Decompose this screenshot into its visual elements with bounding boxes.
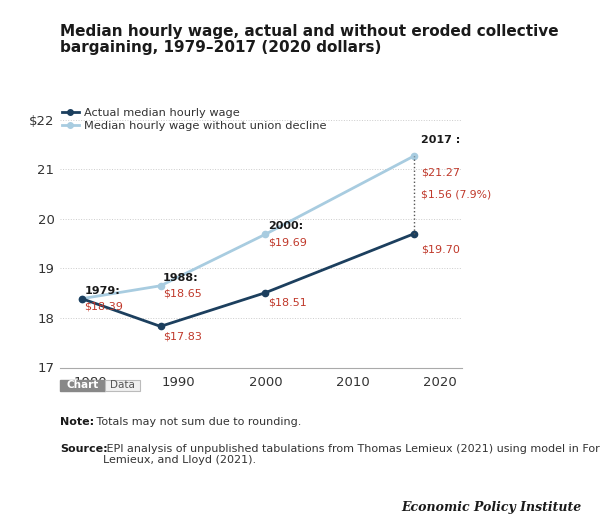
- Text: Data: Data: [110, 380, 135, 391]
- Text: $17.83: $17.83: [163, 331, 202, 341]
- Legend: Actual median hourly wage, Median hourly wage without union decline: Actual median hourly wage, Median hourly…: [62, 108, 327, 131]
- Text: $19.70: $19.70: [421, 245, 460, 255]
- Text: Chart: Chart: [67, 380, 98, 391]
- Text: $18.39: $18.39: [85, 302, 124, 312]
- Text: $18.65: $18.65: [163, 289, 202, 299]
- Text: $21.27: $21.27: [421, 167, 460, 177]
- Text: 2000:: 2000:: [268, 222, 303, 232]
- Text: $18.51: $18.51: [268, 298, 307, 308]
- Text: EPI analysis of unpublished tabulations from Thomas Lemieux (2021) using model i: EPI analysis of unpublished tabulations …: [103, 444, 600, 465]
- Text: Note:: Note:: [60, 417, 94, 427]
- Text: Economic Policy Institute: Economic Policy Institute: [402, 501, 582, 514]
- Text: Source:: Source:: [60, 444, 107, 454]
- Text: $1.56 (7.9%): $1.56 (7.9%): [421, 190, 491, 200]
- Text: bargaining, 1979–2017 (2020 dollars): bargaining, 1979–2017 (2020 dollars): [60, 40, 382, 55]
- Text: $19.69: $19.69: [268, 237, 307, 247]
- Text: Totals may not sum due to rounding.: Totals may not sum due to rounding.: [93, 417, 301, 427]
- Text: 2017 :: 2017 :: [421, 135, 460, 145]
- Text: 1988:: 1988:: [163, 273, 199, 283]
- Text: 1979:: 1979:: [85, 286, 120, 296]
- Text: Median hourly wage, actual and without eroded collective: Median hourly wage, actual and without e…: [60, 24, 559, 39]
